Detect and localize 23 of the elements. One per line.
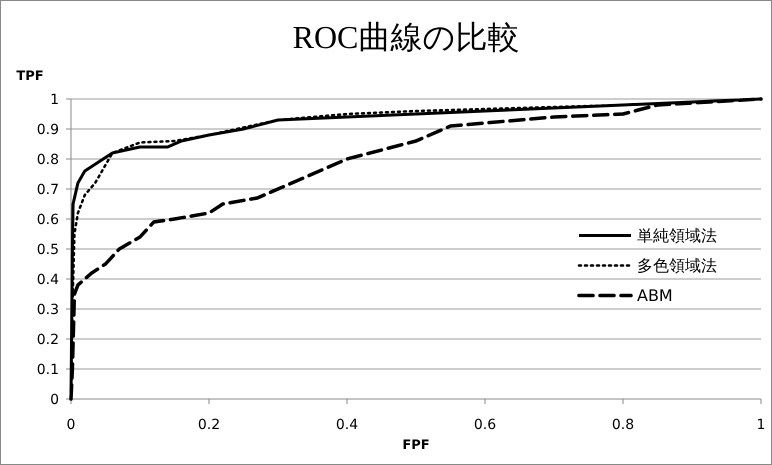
y-tick-label: 0.6 bbox=[36, 212, 60, 228]
x-tick-label: 0.6 bbox=[474, 417, 496, 433]
y-tick-label: 0.9 bbox=[36, 122, 59, 138]
x-tick-label: 1 bbox=[756, 417, 766, 433]
y-tick-label: 0.5 bbox=[36, 242, 59, 258]
x-axis-title: FPF bbox=[402, 438, 430, 453]
y-tick-label: 1 bbox=[50, 92, 59, 108]
y-tick-label: 0.1 bbox=[36, 362, 59, 378]
x-tick-label: 0.8 bbox=[612, 417, 634, 433]
y-tick-label: 0.7 bbox=[36, 182, 59, 198]
y-axis-title: TPF bbox=[16, 69, 44, 84]
x-tick-label: 0 bbox=[66, 417, 76, 433]
y-tick-label: 0.2 bbox=[36, 332, 59, 348]
legend-label: 多色領域法 bbox=[637, 256, 717, 276]
x-tick-label: 0.4 bbox=[336, 417, 358, 433]
y-tick-label: 0.4 bbox=[36, 272, 60, 288]
legend-label: ABM bbox=[637, 286, 673, 306]
y-tick-label: 0 bbox=[50, 392, 59, 408]
x-tick-label: 0.2 bbox=[198, 417, 220, 433]
legend-label: 単純領域法 bbox=[637, 226, 717, 246]
y-tick-label: 0.8 bbox=[36, 152, 59, 168]
chart-title: ROC曲線の比較 bbox=[292, 19, 520, 55]
y-tick-label: 0.3 bbox=[36, 302, 59, 318]
